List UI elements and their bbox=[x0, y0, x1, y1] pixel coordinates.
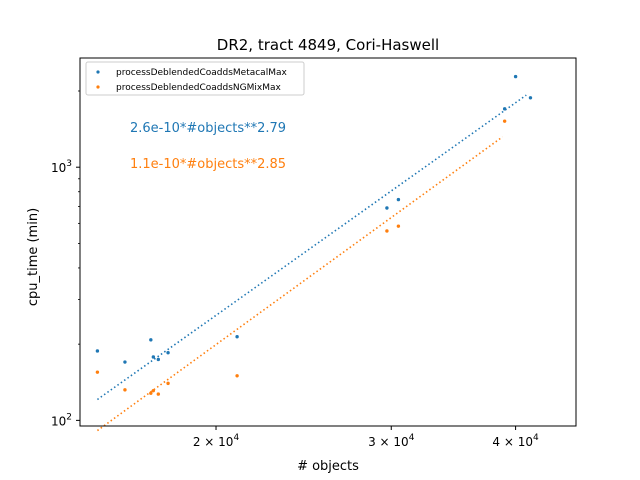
data-point-ngmix bbox=[149, 391, 153, 395]
data-point-metacal bbox=[149, 338, 153, 342]
fit-line-metacal bbox=[96, 94, 527, 401]
data-point-ngmix bbox=[385, 229, 389, 233]
chart-title: DR2, tract 4849, Cori-Haswell bbox=[217, 36, 439, 54]
fit-line-ngmix bbox=[96, 136, 503, 432]
data-point-ngmix bbox=[502, 119, 507, 123]
legend-marker-metacal bbox=[96, 70, 100, 74]
y-axis-label: cpu_time (min) bbox=[26, 208, 41, 306]
x-axis-label: # objects bbox=[297, 459, 359, 474]
data-point-ngmix bbox=[166, 381, 170, 386]
plot-frame bbox=[79, 57, 577, 427]
data-points bbox=[95, 74, 533, 396]
fit-annotation-metacal: 2.6e-10*#objects**2.79 bbox=[130, 121, 286, 136]
axis-ticks: 2 × 104 3 × 104 4 × 104 102 103 bbox=[51, 90, 539, 449]
data-point-ngmix bbox=[396, 224, 401, 228]
data-point-metacal bbox=[502, 107, 507, 111]
x-tick-label: 3 × 104 bbox=[368, 433, 415, 449]
fit-lines bbox=[96, 94, 527, 432]
legend: processDeblendedCoaddsMetacalMax process… bbox=[85, 61, 305, 96]
legend-label-metacal: processDeblendedCoaddsMetacalMax bbox=[116, 68, 287, 78]
data-point-metacal bbox=[95, 349, 100, 353]
fit-annotations: 2.6e-10*#objects**2.79 1.1e-10*#objects*… bbox=[130, 121, 286, 172]
data-point-metacal bbox=[396, 197, 401, 202]
data-point-ngmix bbox=[95, 370, 100, 374]
data-point-metacal bbox=[123, 360, 127, 364]
data-point-metacal bbox=[385, 206, 389, 210]
y-tick-label: 103 bbox=[51, 159, 72, 175]
data-point-ngmix bbox=[235, 374, 239, 378]
data-point-ngmix bbox=[123, 388, 127, 392]
data-point-metacal bbox=[151, 355, 156, 359]
data-point-metacal bbox=[156, 357, 161, 362]
legend-frame bbox=[85, 61, 305, 96]
data-point-metacal bbox=[528, 96, 533, 100]
data-point-metacal bbox=[513, 74, 518, 79]
data-point-ngmix bbox=[151, 388, 156, 393]
x-tick-label: 4 × 104 bbox=[492, 433, 539, 449]
legend-marker-ngmix bbox=[96, 85, 100, 89]
x-tick-label: 2 × 104 bbox=[193, 433, 240, 449]
y-tick-label: 102 bbox=[51, 412, 72, 428]
legend-label-ngmix: processDeblendedCoaddsNGMixMax bbox=[116, 83, 281, 93]
fit-annotation-ngmix: 1.1e-10*#objects**2.85 bbox=[130, 157, 286, 172]
data-point-ngmix bbox=[156, 392, 161, 396]
data-point-metacal bbox=[235, 335, 239, 339]
data-point-metacal bbox=[166, 351, 170, 355]
